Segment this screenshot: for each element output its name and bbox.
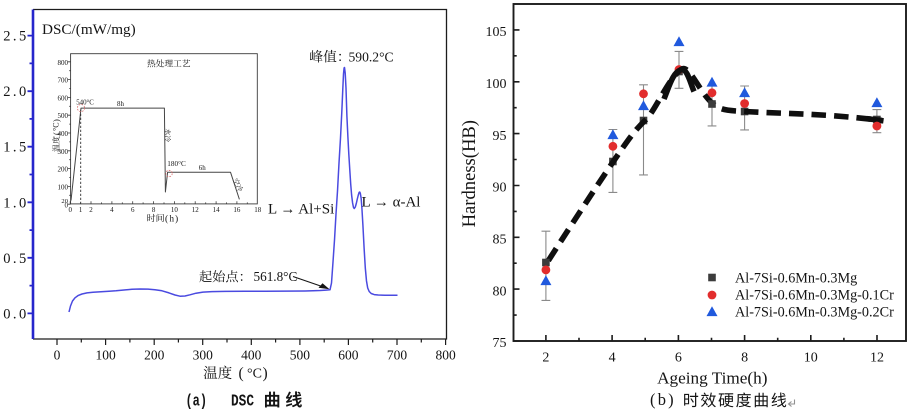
svg-text:0: 0	[54, 348, 61, 363]
svg-text:(: (	[165, 213, 168, 224]
svg-text:0.0: 0.0	[3, 306, 28, 322]
svg-text:DSC/(mW/mg): DSC/(mW/mg)	[42, 21, 136, 38]
svg-text:10: 10	[804, 351, 818, 366]
svg-text:2.5: 2.5	[3, 29, 28, 45]
svg-text:2: 2	[542, 351, 549, 366]
svg-text:590.2°C: 590.2°C	[349, 50, 394, 65]
svg-text:700: 700	[58, 77, 69, 85]
svg-text:180°C: 180°C	[167, 160, 186, 168]
svg-text:h: h	[170, 213, 175, 223]
svg-text:500: 500	[58, 112, 69, 120]
svg-text:100: 100	[486, 77, 507, 92]
svg-text:14: 14	[213, 206, 221, 214]
svg-text:500: 500	[290, 348, 311, 363]
svg-text:Al-7Si-0.6Mn-0.3Mg: Al-7Si-0.6Mn-0.3Mg	[735, 271, 857, 287]
svg-text:6h: 6h	[199, 165, 206, 172]
svg-text:100: 100	[95, 348, 116, 363]
svg-text:): )	[175, 213, 178, 224]
svg-text:(: (	[51, 132, 61, 135]
svg-text:700: 700	[387, 348, 408, 363]
svg-text:95: 95	[493, 129, 507, 144]
svg-text:(a): (a)	[186, 392, 208, 411]
svg-text:Ageing Time(h): Ageing Time(h)	[657, 369, 767, 388]
svg-text:80: 80	[493, 284, 507, 299]
svg-text:8h: 8h	[117, 101, 124, 108]
svg-text:75: 75	[493, 336, 507, 351]
svg-text:): )	[51, 119, 61, 122]
svg-text:L → Al+Si: L → Al+Si	[268, 201, 334, 217]
svg-text:2.0: 2.0	[3, 84, 28, 100]
svg-text:200: 200	[144, 348, 165, 363]
svg-text:800: 800	[58, 59, 69, 67]
svg-text:12: 12	[192, 206, 200, 214]
svg-text:540°C: 540°C	[76, 100, 94, 107]
svg-text:18: 18	[254, 206, 262, 214]
svg-text:300: 300	[58, 148, 69, 156]
svg-text:°C: °C	[247, 367, 262, 382]
svg-text:Hardness(HB): Hardness(HB)	[459, 120, 480, 227]
svg-text:561.8°C: 561.8°C	[254, 269, 298, 284]
svg-text:0: 0	[65, 202, 69, 210]
svg-text:(: (	[239, 365, 244, 382]
svg-text:1: 1	[79, 206, 83, 214]
svg-text:16: 16	[233, 206, 241, 214]
svg-text:1.0: 1.0	[3, 195, 28, 211]
svg-text:4: 4	[110, 206, 114, 214]
svg-text:100: 100	[58, 183, 69, 191]
svg-text:1.5: 1.5	[3, 140, 28, 156]
svg-text:DSC: DSC	[231, 392, 254, 411]
svg-text:(b): (b)	[650, 390, 676, 409]
svg-text:4: 4	[609, 351, 616, 366]
svg-text:400: 400	[241, 348, 262, 363]
svg-text:90: 90	[493, 181, 507, 196]
svg-text:L → α-Al: L → α-Al	[362, 194, 421, 210]
svg-text:20: 20	[61, 198, 68, 205]
svg-text:10: 10	[171, 206, 179, 214]
svg-text:8: 8	[741, 351, 748, 366]
svg-text:800: 800	[435, 348, 456, 363]
svg-text:6: 6	[131, 206, 135, 214]
svg-text:Al-7Si-0.6Mn-0.3Mg-0.2Cr: Al-7Si-0.6Mn-0.3Mg-0.2Cr	[735, 305, 894, 321]
svg-text:12: 12	[870, 351, 884, 366]
svg-text:0.5: 0.5	[3, 251, 28, 267]
svg-text:300: 300	[193, 348, 214, 363]
svg-text:0: 0	[68, 206, 72, 214]
svg-text:2: 2	[89, 206, 93, 214]
svg-text:200: 200	[58, 166, 69, 174]
svg-text:105: 105	[486, 25, 507, 40]
svg-text:°C: °C	[52, 122, 61, 131]
svg-text:400: 400	[58, 130, 69, 138]
svg-text:600: 600	[338, 348, 359, 363]
svg-text:): )	[263, 365, 268, 382]
svg-text:6: 6	[675, 351, 682, 366]
svg-text:Al-7Si-0.6Mn-0.3Mg-0.1Cr: Al-7Si-0.6Mn-0.3Mg-0.1Cr	[735, 288, 894, 304]
svg-text:600: 600	[58, 94, 69, 102]
svg-text:8: 8	[152, 206, 156, 214]
svg-text:85: 85	[493, 233, 507, 248]
